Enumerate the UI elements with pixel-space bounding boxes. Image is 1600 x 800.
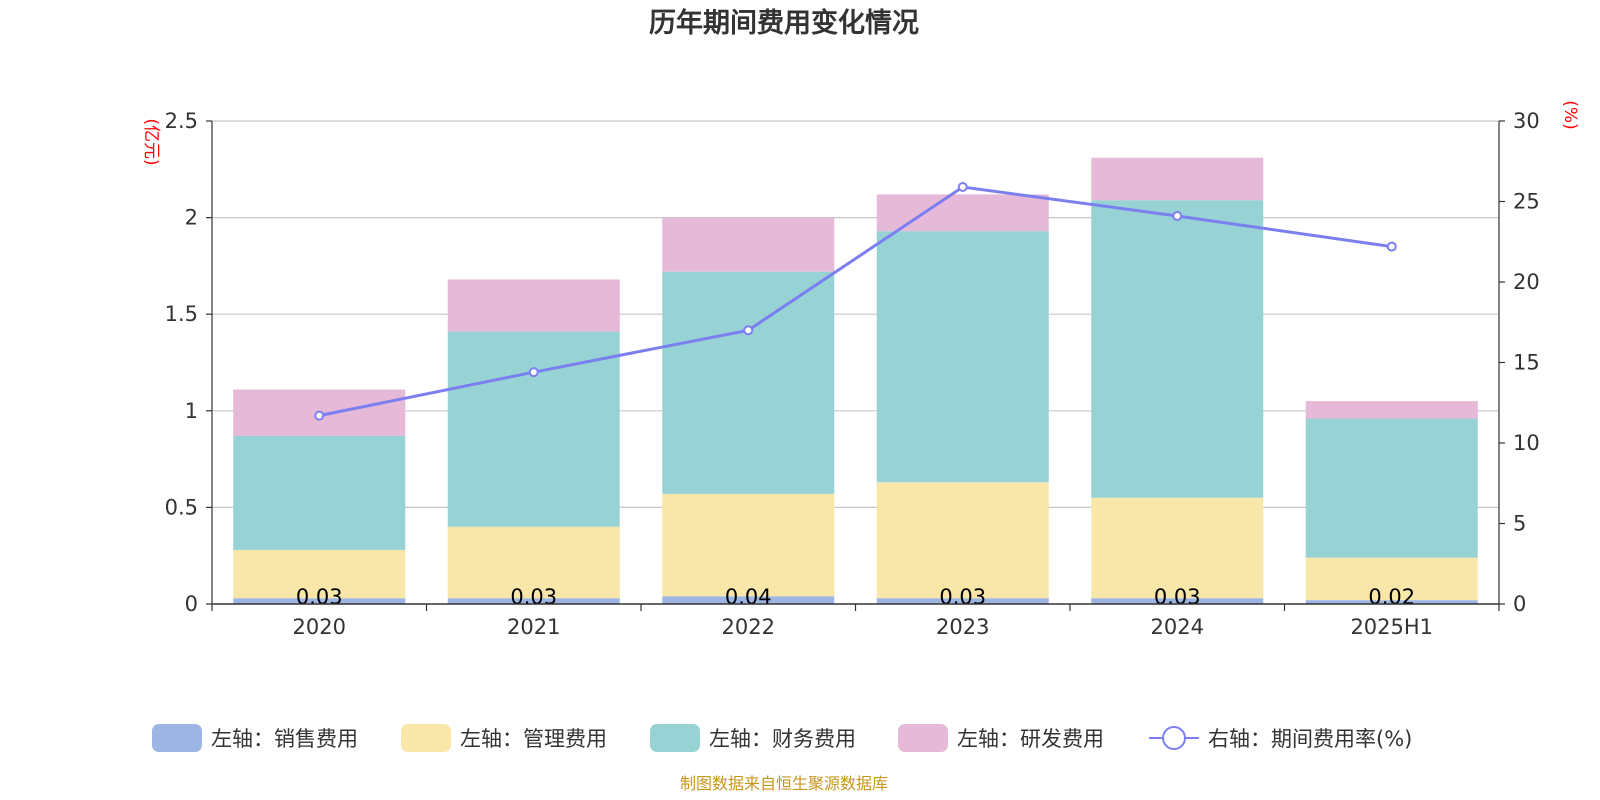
bar-segment	[233, 598, 406, 604]
bar-segment	[1091, 157, 1264, 201]
right-tick-label: 15	[1513, 351, 1540, 375]
legend-swatch	[898, 724, 948, 752]
bar-series	[233, 157, 1478, 604]
bar-segment	[447, 279, 620, 332]
bar-segment	[876, 482, 1049, 599]
rate-point	[528, 367, 539, 378]
left-tick-label: 1.5	[165, 302, 198, 326]
rate-point	[314, 410, 325, 421]
left-tick-label: 1	[185, 399, 198, 423]
right-tick-label: 20	[1513, 270, 1540, 294]
left-tick-label: 2	[185, 206, 198, 230]
axes: 0 0.5 1 1.5 2 2.5 0 5 10 15 20 25 30 2020 2021 2022 2023…	[165, 109, 1540, 639]
legend-label: 左轴：研发费用	[957, 727, 1104, 751]
bar-segment	[1305, 401, 1478, 419]
right-tick-label: 30	[1513, 109, 1540, 133]
legend-swatch	[401, 724, 451, 752]
right-tick-label: 5	[1513, 512, 1526, 536]
right-axis-unit: (%)	[1560, 100, 1580, 129]
rate-point	[743, 325, 754, 336]
line-series	[314, 182, 1397, 421]
bar-segment	[876, 598, 1049, 604]
source-note: 制图数据来自恒生聚源数据库	[680, 774, 888, 793]
rate-point	[957, 182, 968, 193]
left-tick-label: 0.5	[165, 495, 198, 519]
left-tick-label: 0	[185, 592, 198, 616]
chart-title: 历年期间费用变化情况	[649, 7, 919, 39]
legend-marker	[1162, 726, 1186, 750]
bar-segment	[1305, 418, 1478, 558]
bar-segment	[1091, 200, 1264, 498]
bar-segment	[1091, 598, 1264, 604]
grid-lines	[212, 120, 1499, 508]
legend-swatch	[650, 724, 700, 752]
bar-segment	[662, 493, 835, 597]
x-tick-label: 2021	[507, 615, 560, 639]
legend-label: 右轴：期间费用率(%)	[1208, 727, 1412, 751]
legend-label: 左轴：管理费用	[460, 727, 607, 751]
x-tick-label: 2023	[936, 615, 989, 639]
right-tick-label: 25	[1513, 190, 1540, 214]
left-tick-label: 2.5	[165, 109, 198, 133]
x-tick-label: 2024	[1151, 615, 1204, 639]
legend-label: 左轴：财务费用	[709, 727, 856, 751]
left-axis-unit: (亿元)	[141, 118, 161, 165]
bar-segment	[447, 331, 620, 527]
x-tick-label: 2020	[293, 615, 346, 639]
x-tick-label: 2025H1	[1350, 615, 1433, 639]
right-tick-label: 0	[1513, 592, 1526, 616]
x-tick-label: 2022	[722, 615, 775, 639]
rate-point	[1386, 241, 1397, 252]
bar-segment	[876, 231, 1049, 483]
bar-segment	[447, 526, 620, 599]
bar-segment	[1091, 497, 1264, 599]
bar-segment	[1305, 557, 1478, 601]
legend: 左轴：销售费用 左轴：管理费用 左轴：财务费用 左轴：研发费用 右轴：期间费用率(%)	[152, 724, 1412, 752]
bar-segment	[662, 596, 835, 604]
bar-segment	[233, 549, 406, 599]
bar-segment	[447, 598, 620, 604]
bar-segment	[662, 217, 835, 272]
right-tick-label: 10	[1513, 431, 1540, 455]
legend-swatch	[152, 724, 202, 752]
rate-point	[1172, 210, 1183, 221]
bar-segment	[1305, 600, 1478, 604]
legend-label: 左轴：销售费用	[211, 727, 358, 751]
bar-segment	[233, 435, 406, 550]
bar-segment	[662, 271, 835, 494]
rate-line	[318, 185, 1392, 418]
